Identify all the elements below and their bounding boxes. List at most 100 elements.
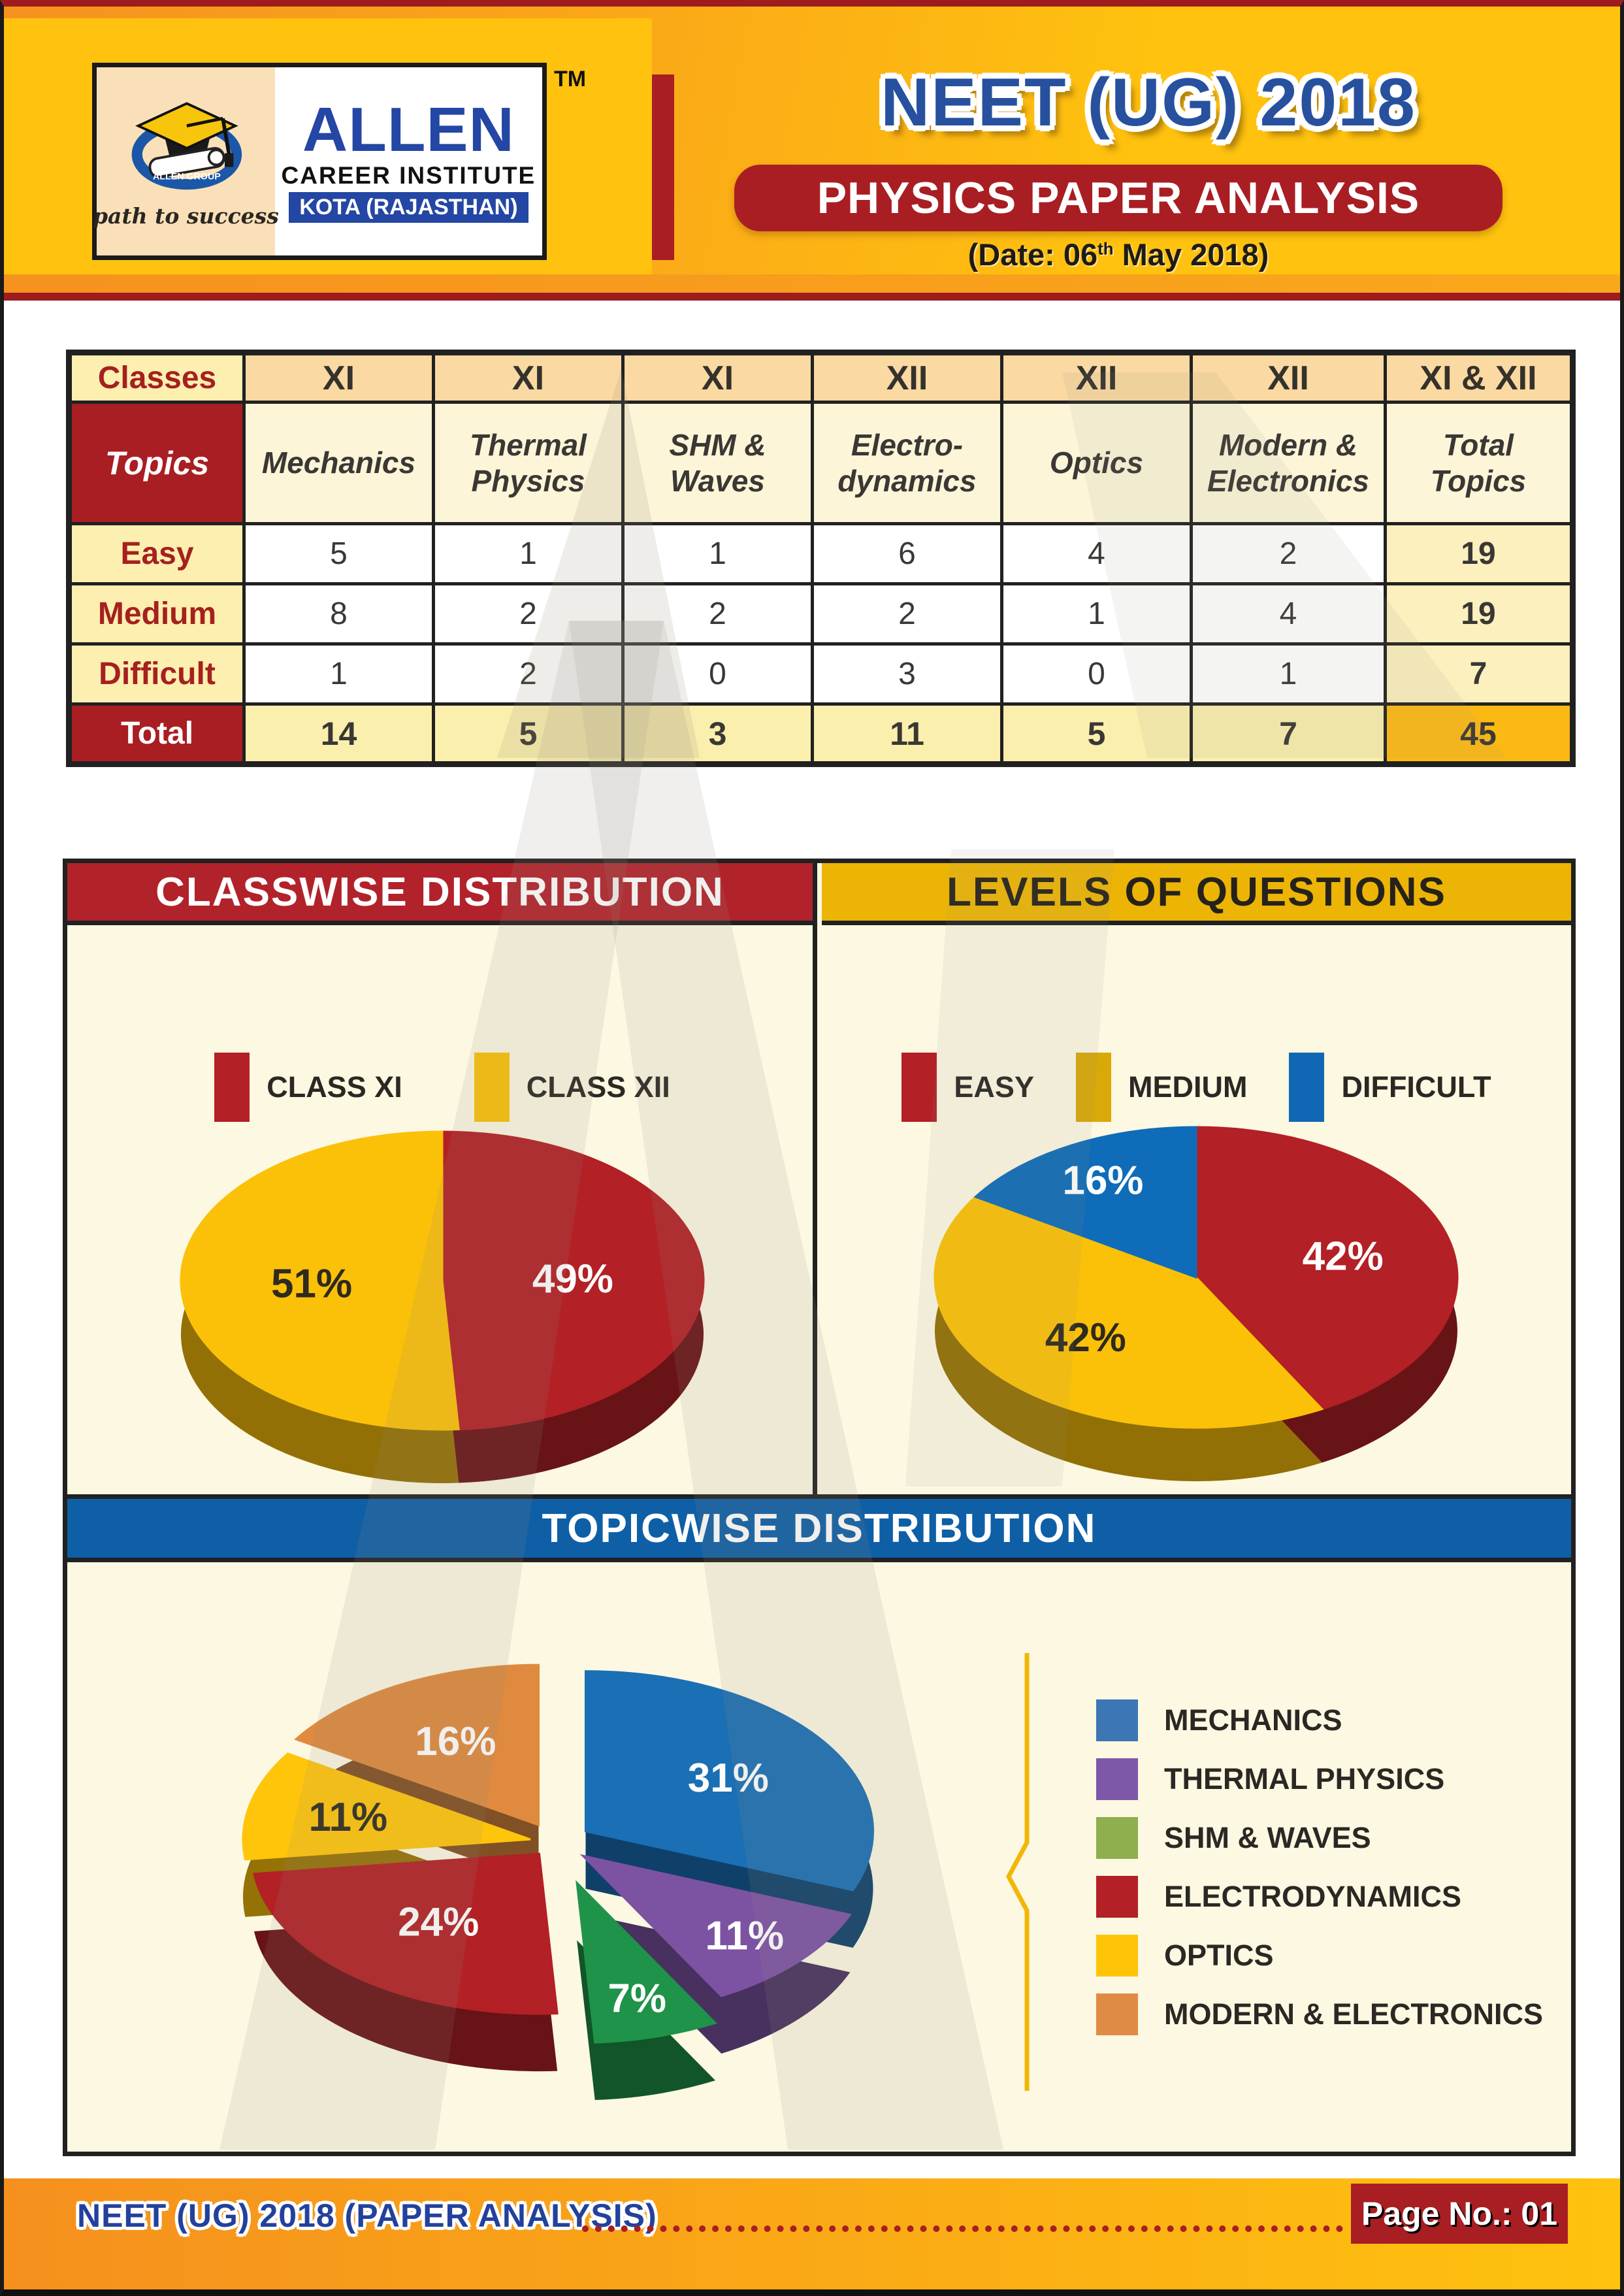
exam-date-ordinal: th: [1097, 240, 1114, 259]
table-cell: 2: [432, 642, 625, 706]
legend-swatch-class-xi: [214, 1053, 250, 1122]
row-label-cell: Difficult: [67, 642, 246, 706]
topicwise-legend: MECHANICS THERMAL PHYSICS SHM & WAVES ELECT…: [1096, 1699, 1543, 2035]
levels-of-questions-banner: LEVELS OF QUESTIONS: [822, 863, 1571, 925]
table-row-classes: Classes XI XI XI XII XII XII XI & XII: [67, 351, 1574, 404]
table-row-total: Total 14 5 3 11 5 7 45: [67, 702, 1574, 766]
legend-item: ELECTRODYNAMICS: [1096, 1876, 1543, 1918]
table-cell: 1: [1000, 582, 1193, 646]
classwise-chart-area: [67, 925, 817, 1494]
topic-header-cell: Thermal Physics: [432, 401, 625, 525]
header-band: ALLEN GROUP path to success ALLEN CAREER…: [4, 7, 1620, 301]
table-cell: 1: [1190, 642, 1387, 706]
table-row-difficult: Difficult 1 2 0 3 0 1 7: [67, 642, 1574, 706]
legend-label: CLASS XI: [267, 1070, 402, 1104]
classwise-distribution-banner: CLASSWISE DISTRIBUTION: [67, 863, 817, 925]
table-cell: 5: [242, 522, 435, 585]
class-header-cell: XII: [811, 351, 1003, 404]
table-cell: 8: [242, 582, 435, 646]
exam-date-suffix: May 2018): [1113, 237, 1269, 272]
legend-label: OPTICS: [1164, 1939, 1274, 1972]
topic-header-cell: Electro-dynamics: [811, 401, 1003, 525]
legend-item: DIFFICULT: [1289, 1053, 1491, 1122]
legend-label: MEDIUM: [1128, 1070, 1248, 1104]
table-cell: 1: [242, 642, 435, 706]
legend-label: MODERN & ELECTRONICS: [1164, 1997, 1544, 2031]
table-cell: 4: [1000, 522, 1193, 585]
table-cell: 19: [1383, 582, 1574, 646]
paper-analysis-table: Classes XI XI XI XII XII XII XI & XII Topics Mech…: [66, 350, 1576, 767]
legend-swatch-easy: [901, 1053, 937, 1122]
header-orange-strip: [4, 274, 1620, 293]
row-label-cell: Total: [67, 702, 246, 766]
topic-header-cell: SHM & Waves: [621, 401, 814, 525]
table-cell: 4: [1190, 582, 1387, 646]
legend-swatch-medium: [1075, 1053, 1111, 1122]
logo-slogan: path to success: [92, 203, 279, 229]
legend-item: CLASS XII: [474, 1053, 670, 1122]
class-header-cell: XI: [432, 351, 625, 404]
table-cell: 7: [1383, 642, 1574, 706]
legend-swatch-class-xii: [474, 1053, 510, 1122]
legend-item: MECHANICS: [1096, 1699, 1543, 1741]
table-cell: 1: [432, 522, 625, 585]
footer-dotted-line: [582, 2225, 1343, 2232]
topic-header-cell: Optics: [1000, 401, 1193, 525]
table-row-topics: Topics Mechanics Thermal Physics SHM & Wave…: [67, 401, 1574, 525]
page-subtitle-banner: PHYSICS PAPER ANALYSIS: [734, 165, 1502, 231]
table-cell: 3: [621, 702, 814, 766]
table-cell: 5: [1000, 702, 1193, 766]
legend-swatch-thermal-physics: [1096, 1758, 1138, 1800]
table-row-medium: Medium 8 2 2 2 1 4 19: [67, 582, 1574, 646]
table-cell: 6: [811, 522, 1003, 585]
legend-label: CLASS XII: [526, 1070, 670, 1104]
allen-group-ring-text: ALLEN GROUP: [153, 171, 221, 182]
page-title: NEET (UG) 2018: [881, 65, 1416, 140]
institute-name: CAREER INSTITUTE: [281, 162, 536, 189]
class-header-cell: XII: [1000, 351, 1193, 404]
levels-of-questions-title: LEVELS OF QUESTIONS: [947, 869, 1446, 915]
topicwise-distribution-title: TOPICWISE DISTRIBUTION: [542, 1505, 1097, 1551]
allen-logo-box: ALLEN GROUP path to success ALLEN CAREER…: [92, 63, 547, 260]
table-cell: 5: [432, 702, 625, 766]
brand-name: ALLEN: [302, 94, 515, 165]
table-cell: 19: [1383, 522, 1574, 585]
class-header-cell: XI: [242, 351, 435, 404]
charts-container: CLASSWISE DISTRIBUTION LEVELS OF QUESTIO…: [63, 859, 1576, 2156]
table-cell: 2: [621, 582, 814, 646]
table-cell: 1: [621, 522, 814, 585]
legend-swatch-optics: [1096, 1935, 1138, 1976]
legend-swatch-modern-electronics: [1096, 1993, 1138, 2035]
topicwise-distribution-banner: TOPICWISE DISTRIBUTION: [67, 1494, 1571, 1562]
legend-swatch-electrodynamics: [1096, 1876, 1138, 1918]
classes-header-label: Classes: [67, 351, 246, 404]
footer-title: NEET (UG) 2018 (PAPER ANALYSIS): [77, 2197, 657, 2234]
topics-header-label: Topics: [67, 401, 246, 525]
table-row-easy: Easy 5 1 1 6 4 2 19: [67, 522, 1574, 585]
allen-logo-text-panel: ALLEN CAREER INSTITUTE KOTA (RAJASTHAN): [275, 67, 542, 255]
legend-swatch-shm-waves: [1096, 1817, 1138, 1859]
topic-header-cell: Total Topics: [1383, 401, 1574, 525]
page-number-label: Page No.: 01: [1361, 2195, 1558, 2232]
legend-label: ELECTRODYNAMICS: [1164, 1880, 1462, 1913]
legend-label: DIFFICULT: [1341, 1070, 1491, 1104]
page-number-badge: Page No.: 01: [1351, 2184, 1568, 2244]
levels-legend: EASY MEDIUM DIFFICULT: [822, 1053, 1571, 1122]
row-label-cell: Easy: [67, 522, 246, 585]
table-cell: 0: [621, 642, 814, 706]
topic-header-cell: Modern & Electronics: [1190, 401, 1387, 525]
legend-item: MODERN & ELECTRONICS: [1096, 1993, 1543, 2035]
table-cell: 2: [1190, 522, 1387, 585]
footer-band: NEET (UG) 2018 (PAPER ANALYSIS) Page No.…: [4, 2178, 1620, 2289]
exam-date-prefix: (Date: 06: [967, 237, 1098, 272]
legend-label: THERMAL PHYSICS: [1164, 1762, 1445, 1796]
legend-label: SHM & WAVES: [1164, 1821, 1371, 1854]
institute-location: KOTA (RAJASTHAN): [289, 192, 528, 223]
row-label-cell: Medium: [67, 582, 246, 646]
table-cell: 11: [811, 702, 1003, 766]
trademark-mark: TM: [554, 67, 587, 91]
table-cell: 0: [1000, 642, 1193, 706]
class-header-cell: XI: [621, 351, 814, 404]
table-cell: 2: [811, 582, 1003, 646]
